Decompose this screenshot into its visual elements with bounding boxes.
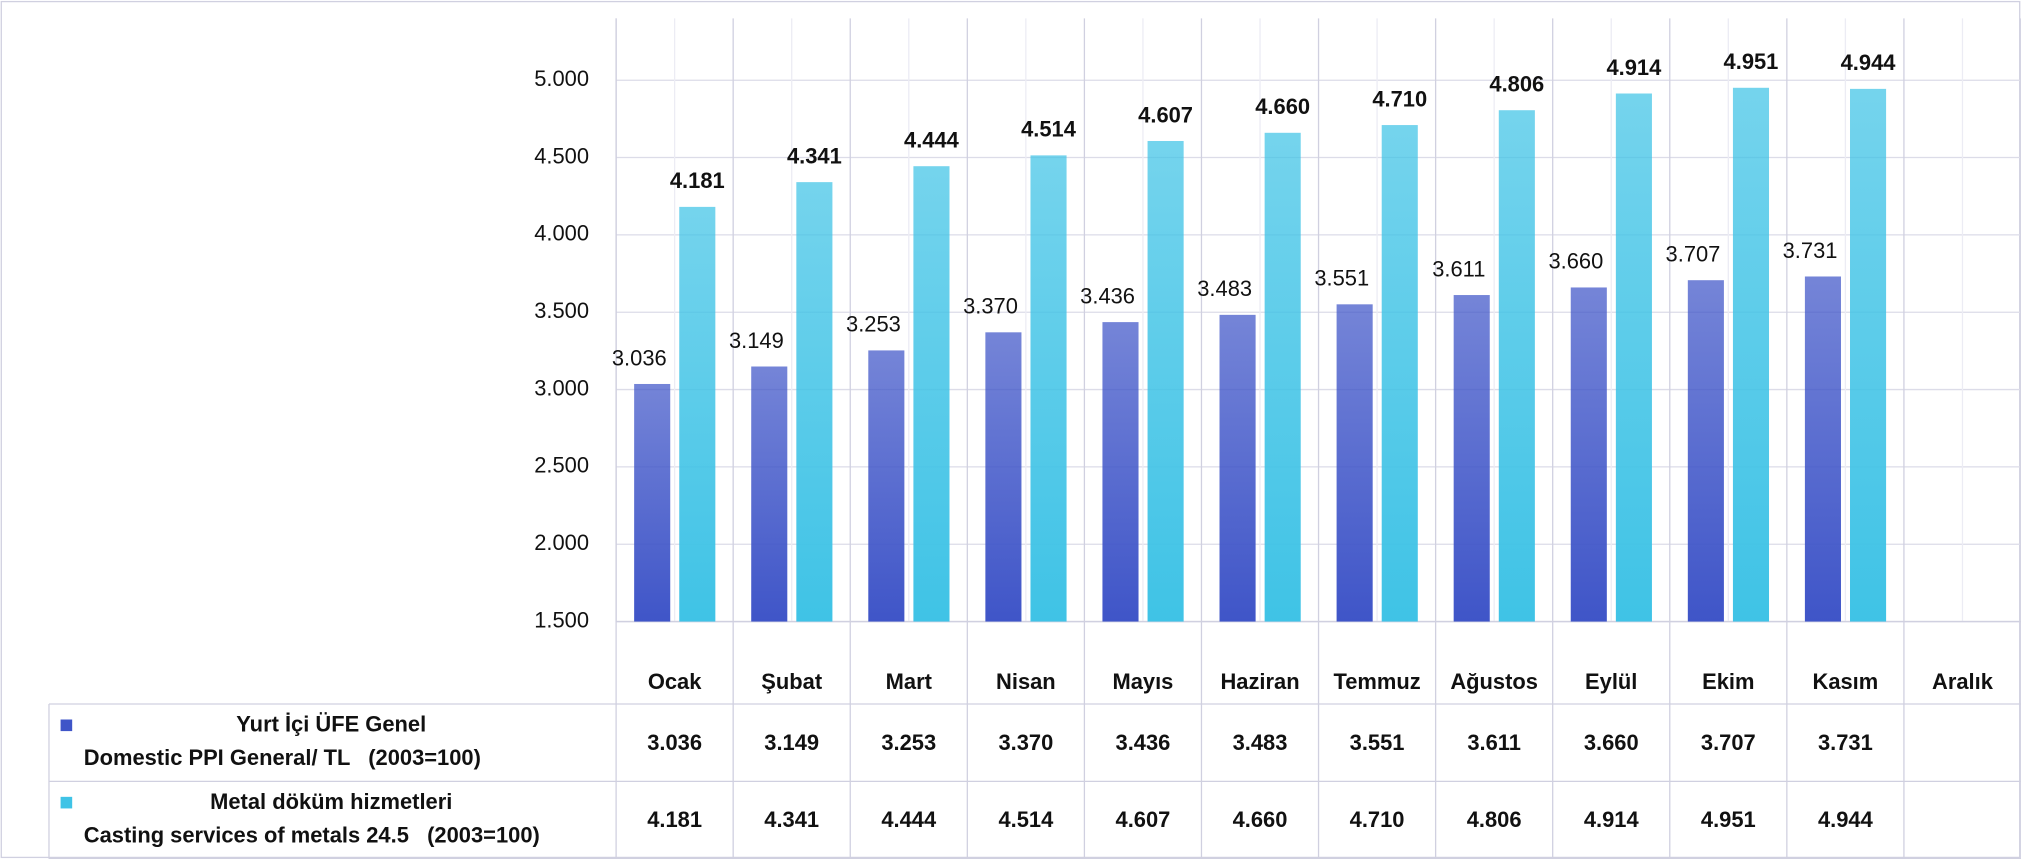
value-label: 4.514	[1021, 117, 1077, 142]
value-label: 3.253	[846, 312, 901, 337]
value-label: 3.149	[729, 328, 784, 353]
category-label: Temmuz	[1333, 669, 1420, 694]
y-tick-label: 3.500	[534, 298, 589, 323]
table-cell: 4.944	[1818, 807, 1874, 832]
category-label: Şubat	[761, 669, 823, 694]
bar	[796, 182, 833, 622]
bar	[913, 166, 950, 622]
category-label: Ekim	[1702, 669, 1754, 694]
value-label: 3.036	[612, 345, 667, 370]
value-label: 3.436	[1080, 283, 1135, 308]
value-label: 3.370	[963, 294, 1018, 319]
table-cell: 3.483	[1233, 730, 1288, 755]
value-label: 3.611	[1432, 256, 1485, 281]
bar	[985, 332, 1022, 622]
category-label: Mart	[886, 669, 933, 694]
bar	[1570, 287, 1607, 622]
table-cell: 3.551	[1350, 730, 1405, 755]
y-tick-label: 2.500	[534, 453, 589, 478]
table-cell: 3.253	[881, 730, 936, 755]
value-label: 4.607	[1138, 102, 1193, 127]
bar	[1336, 304, 1373, 622]
legend-label: Metal döküm hizmetleri	[210, 789, 452, 814]
value-label: 4.806	[1489, 72, 1544, 97]
value-label: 3.483	[1197, 276, 1252, 301]
value-label: 4.341	[787, 143, 842, 168]
y-tick-label: 4.000	[534, 221, 589, 246]
table-cell: 4.181	[647, 807, 702, 832]
table-cell: 3.611	[1467, 730, 1521, 755]
table-cell: 4.607	[1116, 807, 1171, 832]
table-cell: 4.806	[1467, 807, 1522, 832]
category-label: Eylül	[1585, 669, 1637, 694]
bar	[751, 366, 788, 622]
table-cell: 3.370	[998, 730, 1053, 755]
table-cell: 4.341	[764, 807, 819, 832]
table-cell: 3.436	[1116, 730, 1171, 755]
legend-label-en: Casting services of metals 24.5 (2003=10…	[84, 823, 540, 848]
category-label: Ocak	[648, 669, 702, 694]
table-cell: 3.036	[647, 730, 702, 755]
table-cell: 3.707	[1701, 730, 1756, 755]
value-label: 3.731	[1783, 238, 1838, 263]
bar	[679, 206, 716, 622]
bar	[1687, 280, 1724, 622]
bar	[1732, 87, 1770, 622]
y-tick-label: 5.000	[534, 66, 589, 91]
value-label: 3.551	[1314, 266, 1369, 291]
legend-marker	[60, 796, 73, 809]
table-cell: 4.514	[998, 807, 1054, 832]
category-label: Aralık	[1932, 669, 1994, 694]
value-label: 4.181	[670, 168, 725, 193]
y-tick-label: 2.000	[534, 530, 589, 555]
bar	[1264, 132, 1301, 622]
y-tick-label: 1.500	[534, 607, 589, 632]
bar	[634, 383, 671, 622]
table-cell: 4.914	[1584, 807, 1640, 832]
value-label: 3.707	[1666, 241, 1721, 266]
legend-label-en: Domestic PPI General/ TL (2003=100)	[84, 745, 481, 770]
category-label: Nisan	[996, 669, 1056, 694]
value-label: 4.660	[1255, 94, 1310, 119]
value-label: 4.951	[1724, 49, 1779, 74]
bar	[1030, 155, 1067, 622]
bar	[1381, 125, 1418, 622]
category-label: Kasım	[1813, 669, 1879, 694]
table-cell: 4.710	[1350, 807, 1405, 832]
legend-label: Yurt İçi ÜFE Genel	[236, 712, 426, 737]
bar	[868, 350, 905, 622]
y-tick-label: 3.000	[534, 375, 589, 400]
bar	[1850, 88, 1887, 622]
category-label: Ağustos	[1450, 669, 1538, 694]
value-label: 4.444	[904, 127, 960, 152]
bar	[1615, 93, 1652, 622]
table-cell: 3.731	[1818, 730, 1873, 755]
table-cell: 3.149	[764, 730, 819, 755]
table-cell: 4.444	[881, 807, 937, 832]
category-label: Haziran	[1220, 669, 1299, 694]
value-label: 3.660	[1548, 249, 1603, 274]
bar	[1453, 295, 1490, 622]
table-cell: 4.951	[1701, 807, 1756, 832]
y-tick-label: 4.500	[534, 143, 589, 168]
value-label: 4.710	[1372, 86, 1427, 111]
bar	[1102, 322, 1139, 622]
bar	[1219, 314, 1256, 622]
legend-marker	[60, 719, 73, 732]
table-cell: 3.660	[1584, 730, 1639, 755]
bar	[1498, 110, 1535, 622]
category-label: Mayıs	[1112, 669, 1173, 694]
table-cell: 4.660	[1233, 807, 1288, 832]
bar	[1147, 140, 1184, 622]
value-label: 4.944	[1841, 50, 1897, 75]
value-label: 4.914	[1606, 55, 1662, 80]
bar	[1804, 276, 1841, 622]
